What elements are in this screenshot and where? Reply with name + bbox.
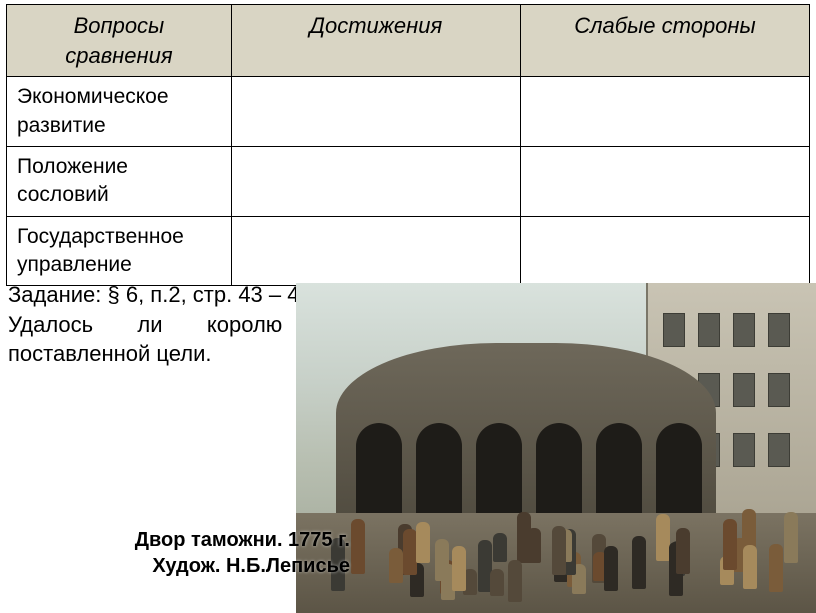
table-row: Положение сословий [7, 147, 810, 217]
task-line1: Задание: § 6, п.2, стр. 43 – 45. [8, 282, 318, 307]
col-header-achievements: Достижения [231, 5, 520, 77]
row-label-economy: Экономическое развитие [7, 77, 232, 147]
cell [520, 147, 809, 217]
painting-arcade [336, 343, 716, 533]
col-header-questions: Вопросы сравнения [7, 5, 232, 77]
comparison-table-wrap: Вопросы сравнения Достижения Слабые стор… [0, 0, 816, 286]
row-label-government: Государственное управление [7, 216, 232, 286]
cell [231, 77, 520, 147]
comparison-table: Вопросы сравнения Достижения Слабые стор… [6, 4, 810, 286]
col-header-weaknesses: Слабые стороны [520, 5, 809, 77]
row-label-estates: Положение сословий [7, 147, 232, 217]
table-row: Экономическое развитие [7, 77, 810, 147]
caption-line1: Двор таможни. 1775 г. [135, 529, 350, 551]
cell [520, 77, 809, 147]
painting-illustration [296, 283, 816, 613]
cell [231, 216, 520, 286]
cell [231, 147, 520, 217]
table-header-row: Вопросы сравнения Достижения Слабые стор… [7, 5, 810, 77]
cell [520, 216, 809, 286]
table-row: Государственное управление [7, 216, 810, 286]
caption-line2: Худож. Н.Б.Леписье [152, 555, 350, 577]
painting-caption: Двор таможни. 1775 г. Худож. Н.Б.Леписье [60, 527, 350, 579]
